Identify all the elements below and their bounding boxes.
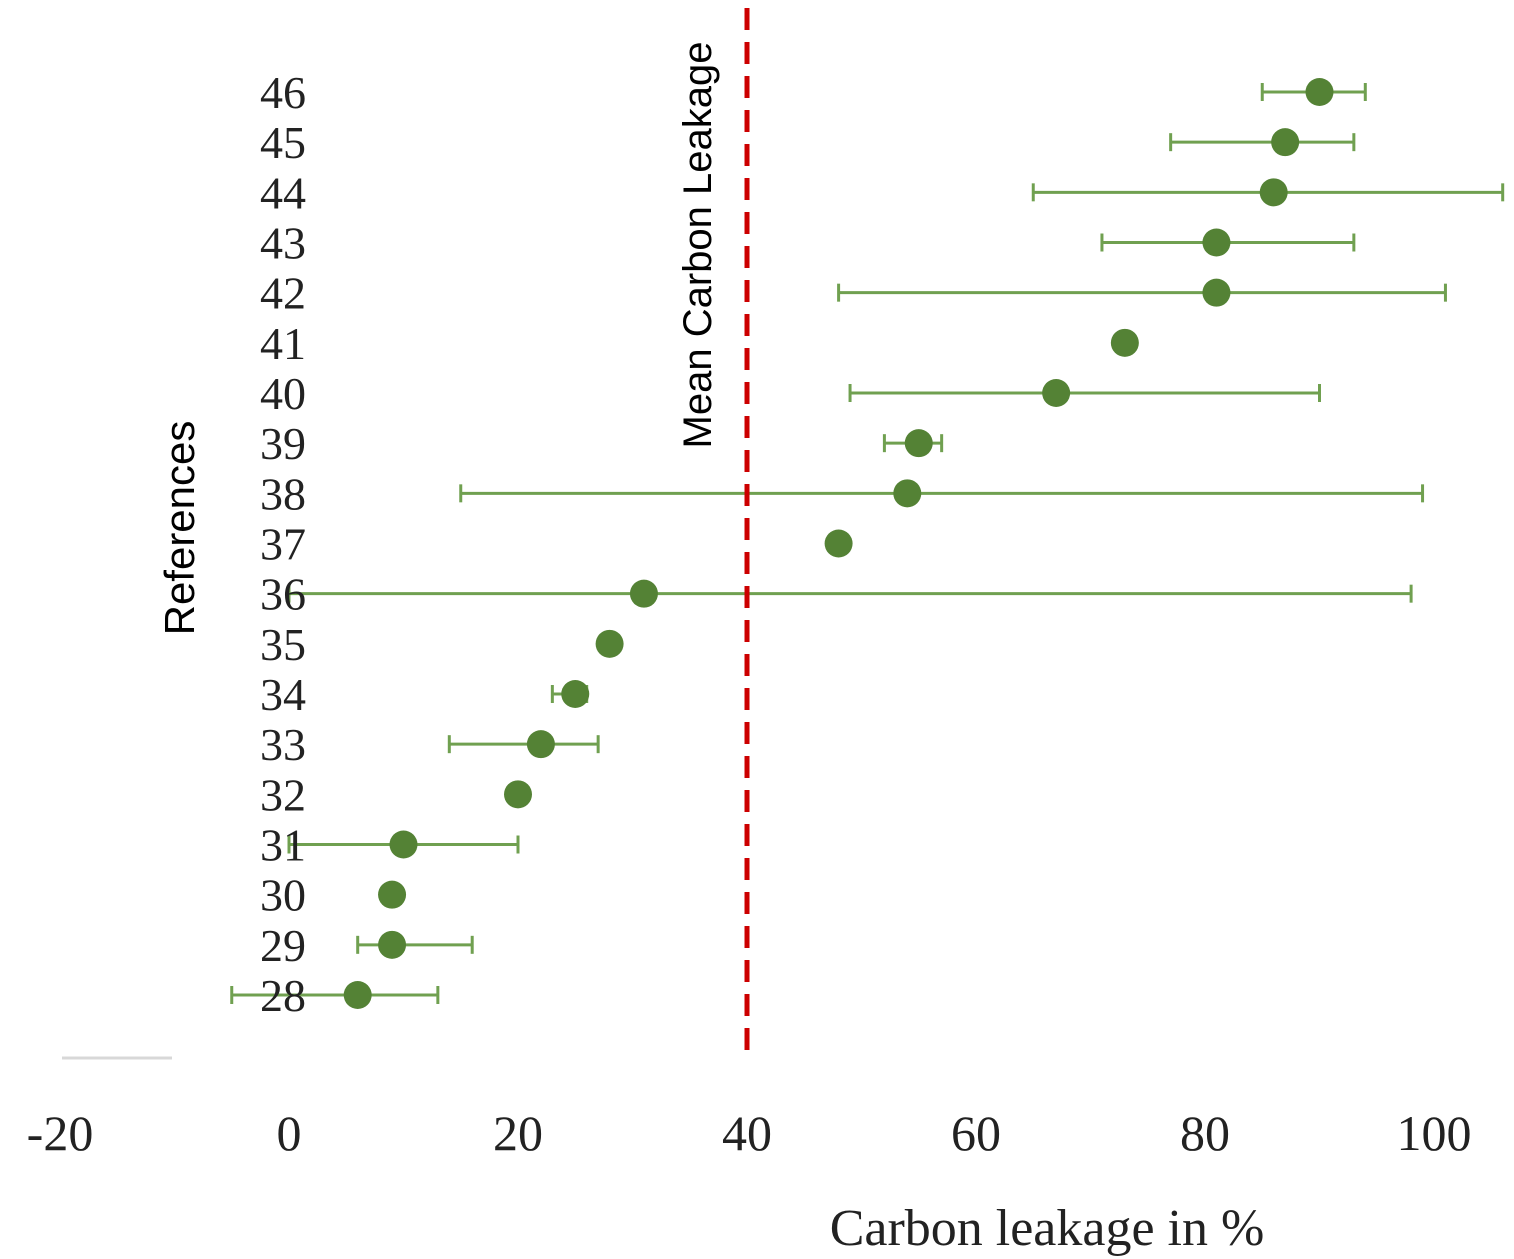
reference-label-32: 32: [260, 769, 306, 820]
reference-label-39: 39: [260, 418, 306, 469]
data-point-43: [1202, 228, 1231, 257]
x-tick-label-5: 80: [1180, 1105, 1230, 1161]
reference-label-37: 37: [260, 519, 306, 570]
data-point-36: [629, 579, 658, 608]
reference-label-40: 40: [260, 368, 306, 419]
mean-line-group: Mean Carbon Leakage: [676, 8, 750, 1055]
reference-label-45: 45: [260, 117, 306, 168]
reference-label-41: 41: [260, 318, 306, 369]
data-point-32: [504, 780, 532, 809]
error-bar-33: [447, 735, 600, 754]
data-point-39: [904, 429, 933, 458]
reference-label-31: 31: [260, 820, 306, 871]
data-point-41: [1110, 328, 1139, 357]
x-tick-label-2: 20: [493, 1105, 543, 1161]
error-bar-36: [287, 584, 1413, 603]
reference-label-36: 36: [260, 569, 306, 620]
data-point-44: [1259, 178, 1288, 207]
error-bar-38: [459, 484, 1425, 503]
x-tick-label-3: 40: [722, 1105, 772, 1161]
data-points: [343, 78, 1334, 1009]
error-bar-45: [1169, 133, 1356, 152]
data-point-31: [389, 830, 418, 859]
data-point-33: [526, 730, 555, 759]
error-bar-42: [837, 283, 1447, 302]
reference-label-46: 46: [260, 67, 306, 118]
data-point-40: [1042, 379, 1071, 407]
reference-label-35: 35: [260, 619, 306, 670]
data-point-45: [1271, 128, 1300, 157]
error-bars: [230, 83, 1505, 1004]
reference-label-29: 29: [260, 920, 306, 971]
data-point-28: [343, 981, 372, 1009]
reference-label-28: 28: [260, 970, 306, 1021]
data-point-35: [595, 629, 624, 658]
y-axis-label: References: [156, 421, 203, 636]
data-point-38: [893, 479, 922, 508]
data-point-37: [824, 529, 853, 558]
x-tick-label-6: 100: [1397, 1105, 1472, 1161]
data-point-42: [1202, 278, 1231, 307]
reference-label-34: 34: [260, 669, 306, 720]
data-point-34: [561, 680, 590, 708]
reference-label-43: 43: [260, 218, 306, 269]
data-point-46: [1305, 78, 1334, 106]
error-bar-40: [848, 384, 1321, 402]
error-bar-28: [230, 986, 440, 1004]
error-bar-29: [356, 935, 474, 954]
reference-label-42: 42: [260, 268, 306, 319]
x-tick-label-4: 60: [951, 1105, 1001, 1161]
reference-label-38: 38: [260, 468, 306, 519]
x-tick-label-0: -20: [27, 1105, 94, 1161]
reference-label-44: 44: [260, 167, 306, 218]
mean-carbon-leakage-label: Mean Carbon Leakage: [676, 42, 720, 449]
x-axis-tick-labels: -20 0 20 40 60 80 100: [27, 1105, 1472, 1161]
reference-label-30: 30: [260, 870, 306, 921]
reference-label-33: 33: [260, 719, 306, 770]
data-point-30: [378, 880, 407, 909]
x-axis-label: Carbon leakage in %: [830, 1200, 1265, 1257]
x-tick-label-1: 0: [277, 1105, 302, 1161]
data-point-29: [378, 930, 407, 959]
